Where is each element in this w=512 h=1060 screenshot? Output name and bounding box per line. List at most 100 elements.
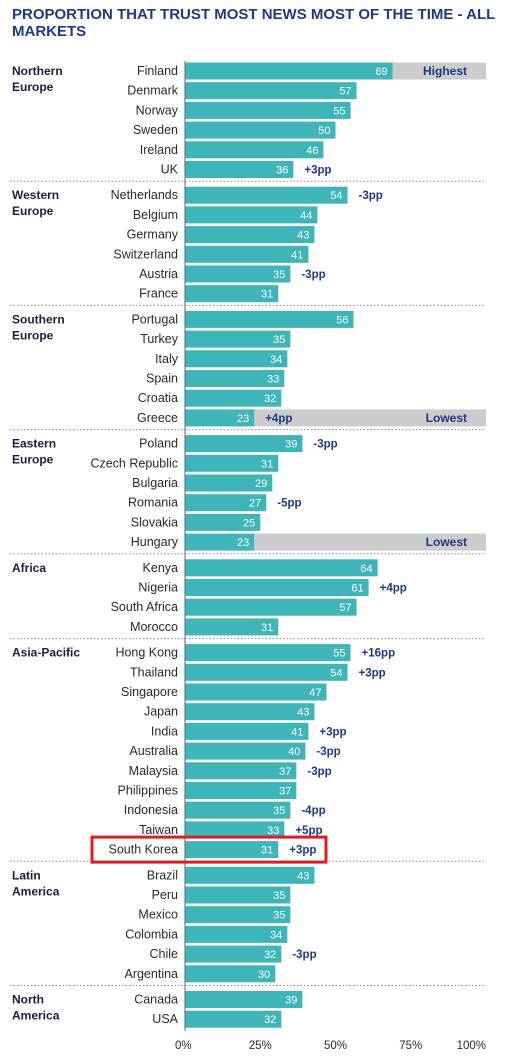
change-label: -5pp [277,498,301,510]
country-label: Turkey [140,332,178,346]
group-label: Europe [12,80,54,94]
value-label: 35 [273,805,285,817]
bar [185,533,255,551]
bar [185,782,297,799]
value-label: 32 [264,949,276,961]
value-label: 35 [273,890,285,902]
group-label: Asia-Pacific [12,646,80,660]
group-label: North [12,993,44,1007]
x-tick-label: 0% [175,1040,192,1052]
country-label: Japan [144,705,178,719]
highlight-band [392,62,486,80]
bar [185,866,315,884]
value-label: 57 [339,602,351,614]
country-label: Malaysia [129,764,178,778]
value-label: 44 [300,210,312,222]
country-label: Chile [150,947,179,961]
value-label: 41 [291,249,303,261]
value-label: 57 [339,86,351,98]
value-label: 69 [375,66,387,78]
country-label: Netherlands [111,188,178,202]
x-tick-label: 25% [249,1040,272,1052]
country-label: Bulgaria [132,476,178,490]
country-label: Philippines [118,784,178,798]
value-label: 34 [270,929,282,941]
bar [185,245,309,263]
country-label: France [139,287,178,301]
country-label: Romania [128,496,178,510]
bar [185,1010,282,1028]
country-label: Singapore [121,685,178,699]
bar [185,370,285,387]
x-tick-label: 100% [457,1040,486,1052]
value-label: 36 [276,165,288,177]
bar [185,965,276,983]
value-label: 39 [285,995,297,1007]
change-label: -3pp [313,439,337,451]
bar [185,285,279,303]
value-label: 31 [261,289,273,301]
country-label: UK [161,163,179,177]
highlight-band [254,533,486,551]
group-label: Eastern [12,437,56,451]
value-label: 55 [333,648,345,660]
country-label: India [151,724,178,738]
country-label: Hong Kong [115,646,178,660]
country-label: Brazil [147,868,178,882]
country-label: Australia [129,744,178,758]
group-label: America [12,884,60,898]
value-label: 54 [330,667,342,679]
country-label: Czech Republic [90,456,178,470]
country-label: Mexico [138,908,178,922]
bar [185,121,336,139]
country-label: Sweden [133,123,178,137]
value-label: 54 [330,190,342,202]
bar [185,82,357,100]
value-label: 43 [297,230,309,242]
bar [185,991,303,1008]
bar [185,886,291,904]
bar [185,161,294,178]
value-label: 33 [267,374,279,386]
group-label: Northern [12,64,63,78]
bar [185,663,348,681]
change-label: -3pp [307,766,331,778]
country-label: Portugal [131,312,178,326]
bar [185,801,291,819]
country-label: Norway [136,103,179,117]
change-label: +3pp [359,667,386,679]
highlight-box [90,835,328,864]
rank-note: Lowest [426,535,467,549]
country-label: Belgium [133,208,178,222]
bar [185,389,282,407]
bar [185,474,273,492]
country-label: Denmark [127,84,178,98]
value-label: 35 [273,910,285,922]
change-label: +5pp [295,825,322,837]
value-label: 23 [237,413,249,425]
change-label: +4pp [265,413,292,425]
country-label: Spain [146,372,178,386]
country-label: Argentina [124,967,178,981]
group-label: Europe [12,453,54,467]
highlight-band [254,409,486,427]
value-label: 32 [264,1014,276,1026]
bar [185,579,369,596]
country-label: Poland [139,437,178,451]
bar [185,310,354,328]
bar [185,226,315,244]
bar [185,722,309,740]
change-label: -3pp [316,746,340,758]
value-label: 50 [318,125,330,137]
value-label: 40 [288,746,300,758]
bar [185,494,267,512]
bar [185,409,255,427]
country-label: Hungary [131,535,179,549]
country-label: Finland [137,64,178,78]
value-label: 31 [261,458,273,470]
country-label: Colombia [125,927,178,941]
change-label: +4pp [380,583,407,595]
country-label: USA [152,1012,178,1026]
value-label: 32 [264,393,276,405]
group-label: America [12,1009,60,1023]
